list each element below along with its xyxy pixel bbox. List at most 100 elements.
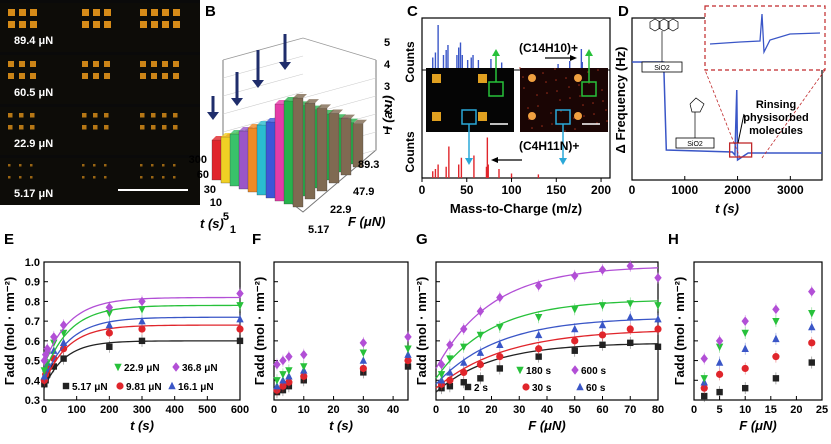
noise-dot: [555, 79, 557, 81]
legend-label: 9.81 μN: [126, 382, 162, 393]
y-tick: 0.7: [25, 316, 40, 328]
marker-triangle: [772, 334, 780, 343]
arrow-head: [492, 49, 500, 56]
bar-top: [305, 99, 319, 104]
annotation-line2: physisorbed: [743, 112, 808, 124]
x-tick: 70: [624, 404, 636, 416]
spot: [432, 74, 441, 83]
marker-triangle-down: [300, 363, 308, 371]
marker-diamond: [172, 362, 180, 372]
bar-3d: [292, 97, 304, 208]
marker-triangle-down: [516, 366, 524, 375]
pixel-spot: [151, 21, 158, 28]
pixel-spot: [30, 176, 33, 179]
f-axis-label: F (μN): [348, 214, 385, 229]
force-label: 89.4 μN: [14, 35, 53, 47]
marker-square: [716, 388, 723, 396]
x-tick: 60: [596, 404, 608, 416]
y-tick: 0.4: [25, 375, 41, 387]
marker-triangle-down: [654, 302, 662, 310]
pixel-spot: [104, 21, 111, 28]
marker-circle: [598, 331, 607, 339]
pixel-spot: [173, 176, 176, 179]
noise-dot: [519, 67, 521, 69]
y-tick: 0.6: [25, 336, 40, 348]
marker-triangle: [236, 314, 244, 323]
marker-triangle-down: [279, 371, 287, 379]
force-label: 60.5 μN: [14, 87, 53, 99]
pixel-spot: [82, 113, 87, 118]
marker-triangle: [715, 358, 724, 366]
pixel-spot: [93, 176, 96, 179]
marker-diamond: [446, 340, 454, 350]
noise-dot: [522, 76, 524, 78]
marker-triangle: [476, 348, 485, 356]
z-tick: 3: [384, 81, 390, 93]
gridline: [302, 77, 377, 99]
marker-triangle-down: [772, 317, 780, 326]
y-tick: 0.8: [25, 296, 40, 308]
legend-label: 16.1 μN: [178, 382, 214, 393]
bar-top: [329, 109, 343, 114]
marker-square: [496, 365, 504, 372]
pixel-spot: [162, 176, 165, 179]
noise-dot: [545, 81, 547, 83]
zoom-box: [728, 142, 753, 158]
panel-f: 0 10 20 30 40 t (s) Γadd (mol · nm⁻²): [252, 261, 412, 433]
marker-triangle: [359, 356, 368, 364]
force-label: 5.17 μN: [14, 188, 53, 200]
marker-square: [50, 363, 57, 370]
marker-circle: [446, 376, 454, 384]
marker-diamond: [236, 288, 244, 299]
pixel-spot: [173, 125, 178, 130]
x-axis-label: Mass-to-Charge (m/z): [450, 201, 582, 216]
pixel-spot: [82, 21, 89, 28]
marker-triangle-down: [404, 345, 412, 353]
spot: [478, 112, 487, 121]
pixel-spot: [151, 164, 154, 167]
marker-triangle-down: [715, 343, 724, 351]
t-tick: 1: [230, 224, 236, 236]
marker-circle: [808, 339, 816, 347]
marker-triangle-down: [273, 377, 281, 385]
marker-square: [460, 379, 467, 386]
noise-dot: [593, 113, 595, 115]
marker-triangle: [138, 316, 146, 325]
pixel-spot: [93, 125, 98, 130]
pixel-spot: [151, 125, 156, 130]
fit-curve: [435, 318, 659, 385]
pixel-spot: [19, 73, 25, 79]
noise-dot: [605, 109, 607, 111]
z-tick: 5: [384, 37, 390, 49]
marker-triangle-down: [571, 306, 579, 314]
y-axis-label: Γadd (mol · nm⁻²): [672, 277, 687, 386]
marker-square: [106, 343, 113, 350]
marker-triangle-down: [808, 310, 816, 318]
substrate-label-bottom: SiO2: [687, 141, 703, 148]
noise-dot: [579, 95, 581, 97]
bar-3d: [238, 130, 250, 190]
pixel-spot: [173, 113, 178, 118]
t-tick: 5: [223, 211, 229, 223]
gridline: [222, 73, 304, 97]
noise-dot: [583, 115, 585, 117]
y-tick: 0.9: [25, 277, 40, 289]
pixel-spot: [140, 164, 143, 167]
marker-triangle-down: [460, 343, 468, 351]
spot: [528, 112, 536, 120]
arrow-head: [231, 98, 243, 106]
pixel-spot: [104, 73, 110, 79]
pixel-spot: [19, 21, 26, 28]
panel-label-G: G: [416, 231, 428, 248]
pixel-spot: [104, 113, 109, 118]
spot: [432, 112, 441, 121]
y-tick: 1.0: [25, 257, 40, 269]
pixel-spot: [82, 125, 87, 130]
bar-3d: [247, 127, 259, 193]
marker-square: [62, 382, 70, 390]
x-axis-label: F (μN): [739, 418, 776, 433]
marker-diamond: [273, 359, 281, 370]
marker-circle: [741, 364, 749, 373]
pixel-spot: [173, 164, 176, 167]
anthracene-ring: [658, 18, 670, 32]
